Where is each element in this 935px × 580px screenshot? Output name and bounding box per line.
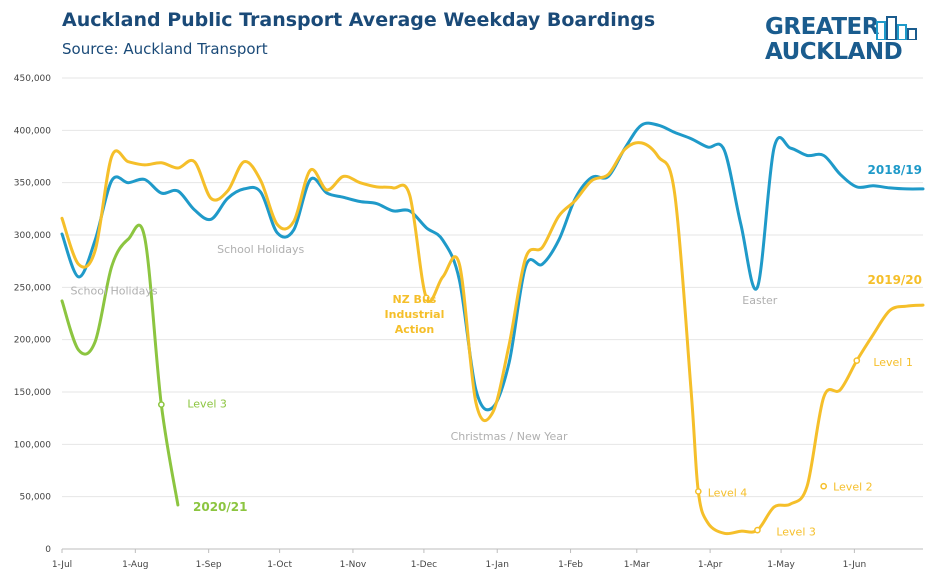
annotation-text: Level 1 <box>873 356 913 369</box>
event-marker <box>694 488 702 495</box>
annotation-text: Industrial <box>385 308 445 321</box>
city-skyline-icon <box>876 16 917 40</box>
x-tick-label: 1-Jul <box>52 560 72 570</box>
event-marker <box>422 294 430 302</box>
annotation: Level 2 <box>833 480 873 493</box>
greater-auckland-logo: GREATER AUCKLAND <box>765 14 925 66</box>
event-marker <box>853 357 861 364</box>
annotation: Christmas / New Year <box>451 430 568 443</box>
annotation: School Holidays <box>70 285 157 298</box>
annotation-text: School Holidays <box>217 243 304 256</box>
series-label: 2020/21 <box>193 500 247 514</box>
annotation: School Holidays <box>217 243 304 256</box>
x-tick-label: 1-Oct <box>267 560 292 570</box>
x-tick-label: 1-Aug <box>122 560 148 570</box>
annotation: Easter <box>742 294 778 307</box>
y-tick-label: 0 <box>45 545 51 555</box>
event-marker <box>820 482 828 490</box>
y-tick-label: 400,000 <box>14 126 51 136</box>
x-tick-label: 1-Dec <box>411 560 437 570</box>
annotation-text: Level 3 <box>187 398 227 411</box>
annotation: Level 3 <box>187 398 227 411</box>
y-tick-label: 250,000 <box>14 283 51 293</box>
series-lines <box>60 121 925 536</box>
event-marker <box>157 401 165 408</box>
axes: 0 50,000 100,000 150,000 200,000 250,000 300,0… <box>14 74 923 570</box>
y-tick-label: 200,000 <box>14 336 51 346</box>
y-tick-label: 450,000 <box>14 74 51 84</box>
event-marker <box>754 526 761 534</box>
x-tick-label: 1-Jan <box>486 560 509 570</box>
annotation: Level 3 <box>776 525 816 538</box>
x-tick-label: 1-Feb <box>558 560 583 570</box>
x-tick-label: 1-Sep <box>196 560 222 570</box>
annotation: NZ Bus Industrial Action <box>385 293 445 336</box>
annotation-text: Level 2 <box>833 480 873 493</box>
gridlines <box>62 77 923 498</box>
annotation-text: NZ Bus <box>393 293 437 306</box>
y-tick-label: 350,000 <box>14 179 51 189</box>
x-tick-label: 1-Apr <box>698 560 723 570</box>
annotation-text: Christmas / New Year <box>451 430 568 443</box>
series-line-2019-20 <box>60 141 925 536</box>
x-tick-label: 1-Nov <box>340 560 367 570</box>
series-line-2020-21 <box>60 223 180 507</box>
series-line-2018-19 <box>60 121 925 412</box>
y-tick-label: 50,000 <box>20 493 52 503</box>
annotation-text: Action <box>395 323 434 336</box>
chart-subtitle: Source: Auckland Transport <box>62 40 268 58</box>
x-tick-label: 1-Mar <box>624 560 650 570</box>
labels: 2018/19 2019/20 2020/21 School Holidays Scho… <box>70 163 922 538</box>
annotation: Level 1 <box>873 356 913 369</box>
series-label: 2018/19 <box>868 163 922 177</box>
logo-line-1: GREATER <box>765 14 879 40</box>
annotation-text: Easter <box>742 294 778 307</box>
y-tick-label: 150,000 <box>14 388 51 398</box>
y-tick-label: 100,000 <box>14 440 51 450</box>
chart-title: Auckland Public Transport Average Weekda… <box>62 9 656 31</box>
series-label: 2019/20 <box>868 273 922 287</box>
x-tick-label: 1-May <box>767 560 795 570</box>
annotation-text: Level 3 <box>776 525 816 538</box>
logo-line-2: AUCKLAND <box>765 39 903 65</box>
annotation-text: Level 4 <box>708 487 748 500</box>
event-markers <box>157 294 861 534</box>
annotation-text: School Holidays <box>70 285 157 298</box>
x-tick-label: 1-Jun <box>843 560 867 570</box>
annotation: Level 4 <box>708 487 748 500</box>
y-tick-label: 300,000 <box>14 231 51 241</box>
